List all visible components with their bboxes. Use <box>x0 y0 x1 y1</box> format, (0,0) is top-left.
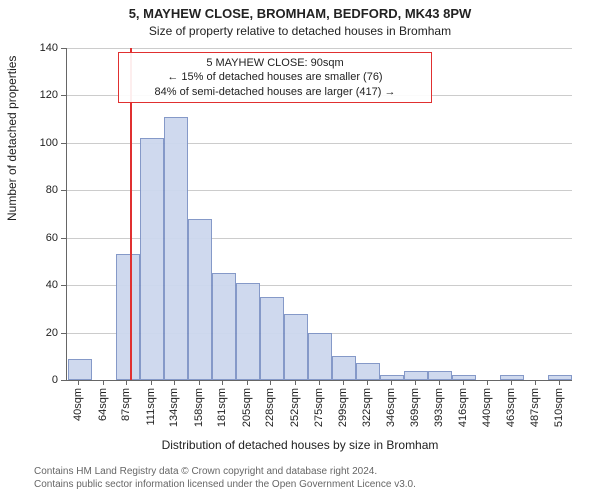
x-tick-mark <box>174 380 175 385</box>
x-tick-label: 510sqm <box>553 388 565 427</box>
annotation-line: ← 15% of detached houses are smaller (76… <box>125 70 425 84</box>
histogram-bar <box>308 333 332 380</box>
x-tick-label: 205sqm <box>241 388 253 427</box>
x-tick-mark <box>126 380 127 385</box>
x-tick-label: 87sqm <box>120 388 132 421</box>
histogram-bar <box>140 138 164 380</box>
histogram-bar <box>68 359 92 380</box>
x-tick-mark <box>487 380 488 385</box>
x-tick-mark <box>222 380 223 385</box>
histogram-bar <box>284 314 308 380</box>
x-tick-mark <box>103 380 104 385</box>
x-tick-label: 369sqm <box>409 388 421 427</box>
histogram-bar <box>548 375 572 380</box>
x-tick-label: 134sqm <box>168 388 180 427</box>
x-tick-mark <box>367 380 368 385</box>
chart-title: 5, MAYHEW CLOSE, BROMHAM, BEDFORD, MK43 … <box>0 6 600 21</box>
y-axis-label: Number of detached properties <box>5 201 19 221</box>
histogram-bar <box>332 356 356 380</box>
x-tick-label: 275sqm <box>313 388 325 427</box>
x-tick-mark <box>78 380 79 385</box>
y-tick-mark <box>61 333 66 334</box>
x-tick-mark <box>511 380 512 385</box>
y-tick-mark <box>61 190 66 191</box>
x-tick-mark <box>151 380 152 385</box>
annotation-line: 84% of semi-detached houses are larger (… <box>125 85 425 99</box>
y-tick-mark <box>61 95 66 96</box>
histogram-bar <box>428 371 452 380</box>
x-tick-mark <box>270 380 271 385</box>
histogram-bar <box>500 375 524 380</box>
y-tick-label: 0 <box>32 374 58 386</box>
x-tick-mark <box>391 380 392 385</box>
gridline <box>67 48 572 49</box>
x-tick-label: 228sqm <box>264 388 276 427</box>
x-tick-label: 158sqm <box>193 388 205 427</box>
x-tick-mark <box>343 380 344 385</box>
y-tick-label: 20 <box>32 327 58 339</box>
y-tick-label: 40 <box>32 279 58 291</box>
x-tick-label: 322sqm <box>361 388 373 427</box>
x-tick-mark <box>295 380 296 385</box>
x-tick-label: 299sqm <box>337 388 349 427</box>
x-tick-label: 181sqm <box>216 388 228 427</box>
x-tick-label: 463sqm <box>505 388 517 427</box>
x-tick-label: 111sqm <box>145 388 157 426</box>
x-tick-label: 40sqm <box>72 388 84 421</box>
y-tick-label: 80 <box>32 184 58 196</box>
y-tick-label: 120 <box>32 89 58 101</box>
attribution-line-2: Contains public sector information licen… <box>34 479 416 490</box>
histogram-bar <box>404 371 428 380</box>
x-tick-mark <box>535 380 536 385</box>
histogram-bar <box>212 273 236 380</box>
histogram-bar <box>164 117 188 380</box>
attribution-footer: Contains HM Land Registry data © Crown c… <box>0 466 600 491</box>
attribution-line-1: Contains HM Land Registry data © Crown c… <box>34 466 377 477</box>
x-tick-label: 252sqm <box>289 388 301 427</box>
histogram-bar <box>188 219 212 380</box>
x-tick-mark <box>319 380 320 385</box>
x-tick-mark <box>439 380 440 385</box>
x-tick-label: 440sqm <box>481 388 493 427</box>
x-tick-mark <box>199 380 200 385</box>
x-tick-label: 346sqm <box>385 388 397 427</box>
histogram-bar <box>236 283 260 380</box>
histogram-bar <box>260 297 284 380</box>
chart-root: 5, MAYHEW CLOSE, BROMHAM, BEDFORD, MK43 … <box>0 0 600 500</box>
x-tick-mark <box>247 380 248 385</box>
x-tick-mark <box>559 380 560 385</box>
x-tick-mark <box>415 380 416 385</box>
histogram-bar <box>452 375 476 380</box>
y-tick-mark <box>61 143 66 144</box>
x-tick-label: 64sqm <box>97 388 109 421</box>
y-tick-mark <box>61 238 66 239</box>
chart-subtitle: Size of property relative to detached ho… <box>0 24 600 38</box>
y-tick-mark <box>61 48 66 49</box>
annotation-box: 5 MAYHEW CLOSE: 90sqm← 15% of detached h… <box>118 52 432 103</box>
x-tick-label: 393sqm <box>433 388 445 427</box>
x-tick-label: 416sqm <box>457 388 469 427</box>
x-axis-label: Distribution of detached houses by size … <box>0 438 600 452</box>
histogram-bar <box>116 254 140 380</box>
y-tick-label: 100 <box>32 137 58 149</box>
y-tick-label: 140 <box>32 42 58 54</box>
histogram-bar <box>356 363 380 380</box>
annotation-line: 5 MAYHEW CLOSE: 90sqm <box>125 56 425 70</box>
y-tick-mark <box>61 285 66 286</box>
x-tick-mark <box>463 380 464 385</box>
y-tick-label: 60 <box>32 232 58 244</box>
x-tick-label: 487sqm <box>529 388 541 427</box>
y-tick-mark <box>61 380 66 381</box>
